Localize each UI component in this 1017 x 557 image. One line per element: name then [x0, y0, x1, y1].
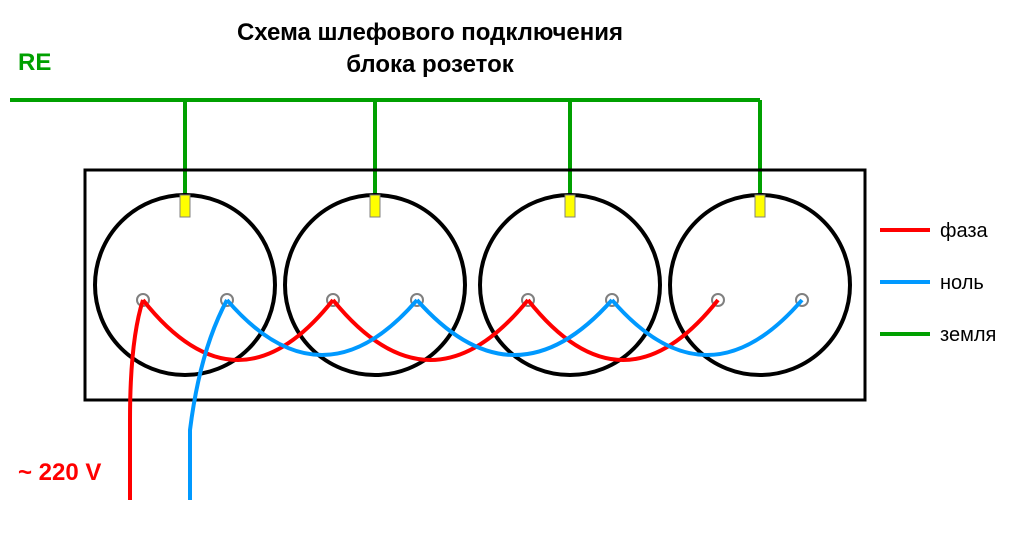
legend-label-neutral: ноль	[940, 272, 984, 294]
re-label: RE	[18, 49, 51, 76]
title-line2: блока розеток	[346, 51, 515, 78]
ground-pin-1	[370, 195, 380, 217]
legend-label-ground: земля	[940, 324, 996, 346]
ground-pin-3	[755, 195, 765, 217]
ground-pin-2	[565, 195, 575, 217]
legend-label-phase: фаза	[940, 220, 989, 242]
title-line1: Схема шлефового подключения	[237, 19, 623, 46]
ground-pin-0	[180, 195, 190, 217]
voltage-label: ~ 220 V	[18, 459, 101, 486]
